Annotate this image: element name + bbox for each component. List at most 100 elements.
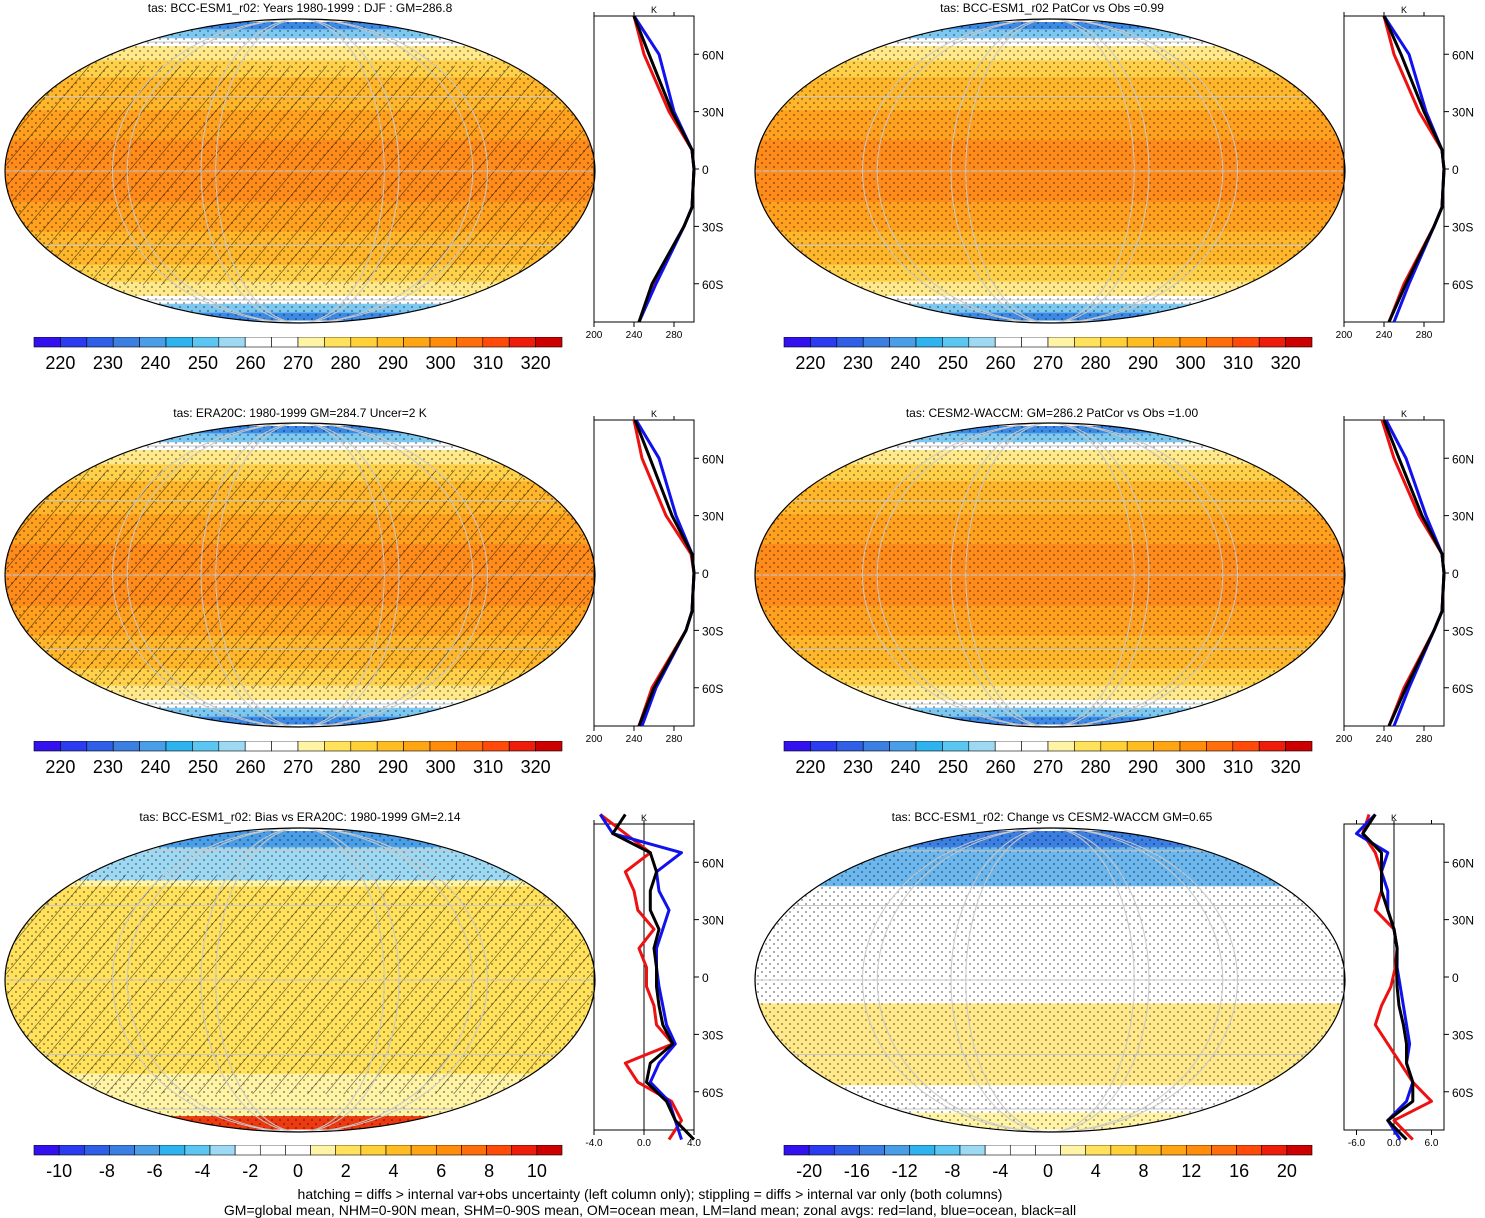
colorbar-swatch [324, 741, 352, 752]
colorbar-label: 280 [1080, 757, 1110, 777]
colorbar-swatch [836, 337, 864, 348]
colorbar-swatch [994, 337, 1022, 348]
panel-title-6: tas: BCC-ESM1_r02: Change vs CESM2-WACCM… [891, 810, 1213, 824]
colorbar-swatch [1236, 1145, 1263, 1156]
colorbar-label: 10 [527, 1161, 547, 1181]
colorbar-swatch [968, 337, 996, 348]
colorbar-label: -4 [992, 1161, 1008, 1181]
colorbar-swatch [335, 1145, 362, 1156]
colorbar-swatch [836, 741, 864, 752]
colorbar-swatch [456, 741, 484, 752]
colorbar-swatch [1100, 337, 1128, 348]
profile-ytick: 0 [702, 567, 709, 581]
profile-line-ocean [632, 15, 696, 323]
colorbar-swatch [968, 741, 996, 752]
footer-caption-line1: hatching = diffs > internal var+obs unce… [297, 1186, 1003, 1202]
profile-xtick: 200 [586, 330, 603, 341]
colorbar-swatch [1009, 1145, 1036, 1156]
profile-ytick: 30N [702, 914, 724, 928]
colorbar-label: 0 [1043, 1161, 1053, 1181]
colorbar-swatch [60, 337, 88, 348]
profile-xtick: 200 [1336, 330, 1353, 341]
colorbar-3: 220 230 240 250 260 270 280 290 300 310 320 [33, 741, 563, 777]
colorbar-swatch [1047, 337, 1075, 348]
colorbar-label: 4 [389, 1161, 399, 1181]
map-panel-2 [754, 18, 1346, 324]
profile-line-land [632, 419, 696, 727]
profile-ytick: 30N [1452, 914, 1474, 928]
profile-ytick: 30S [1452, 1028, 1473, 1042]
colorbar-label: 310 [473, 353, 503, 373]
colorbar-label: 300 [426, 757, 456, 777]
colorbar-label: 310 [1223, 353, 1253, 373]
colorbar-swatch [915, 337, 943, 348]
map-panel-5 [4, 827, 596, 1133]
profile-xtick: 280 [1416, 734, 1433, 745]
colorbar-label: 300 [1176, 353, 1206, 373]
colorbar-label: -8 [944, 1161, 960, 1181]
colorbar-swatch [1021, 741, 1049, 752]
colorbar-label: 260 [235, 353, 265, 373]
profile-ytick: 30N [1452, 106, 1474, 120]
colorbar-label: 230 [843, 757, 873, 777]
colorbar-swatch [486, 1145, 513, 1156]
colorbar-label: 290 [378, 353, 408, 373]
colorbar-label: 260 [235, 757, 265, 777]
colorbar-label: 250 [188, 353, 218, 373]
map-panel-1 [4, 18, 596, 324]
profile-xtick: 0.0 [637, 1138, 651, 1149]
profile-line-ocean [599, 813, 683, 1141]
colorbar-label: 220 [795, 353, 825, 373]
colorbar-swatch [33, 337, 61, 348]
colorbar-label: -2 [242, 1161, 258, 1181]
panel-title-5: tas: BCC-ESM1_r02: Bias vs ERA20C: 1980-… [139, 810, 461, 824]
colorbar-swatch [862, 337, 890, 348]
colorbar-label: 0 [293, 1161, 303, 1181]
profile-ytick: 30S [702, 624, 723, 638]
colorbar-label: 320 [1271, 757, 1301, 777]
colorbar-swatch [184, 1145, 211, 1156]
colorbar-swatch [461, 1145, 487, 1156]
profile-ytick: 60S [1452, 682, 1473, 696]
profile-ytick: 0 [1452, 971, 1459, 985]
colorbar-swatch [1185, 1145, 1212, 1156]
colorbar-label: 320 [1271, 353, 1301, 373]
colorbar-swatch [429, 337, 457, 348]
colorbar-swatch [1110, 1145, 1137, 1156]
profile-xtick: 280 [666, 734, 683, 745]
colorbar-label: 16 [1229, 1161, 1249, 1181]
colorbar-swatch [429, 741, 457, 752]
colorbar-label: 290 [378, 757, 408, 777]
colorbar-label: 270 [1033, 353, 1063, 373]
colorbar-label: -4 [194, 1161, 210, 1181]
colorbar-swatch [1021, 337, 1049, 348]
profile-ytick: 60S [1452, 278, 1473, 292]
colorbar-swatch [244, 741, 272, 752]
profile-ytick: 60N [1452, 48, 1474, 62]
colorbar-swatch [482, 337, 510, 348]
zonal-profile-4: 200 240 280 60N 30N 0 30S 60S K [1336, 409, 1474, 745]
colorbar-label: 8 [1139, 1161, 1149, 1181]
profile-line-ocean [1382, 15, 1446, 323]
colorbar-label: 280 [330, 353, 360, 373]
profile-line-all [632, 15, 696, 323]
profile-xtick: 280 [666, 330, 683, 341]
colorbar-swatch [535, 741, 563, 752]
colorbar-label: -8 [99, 1161, 115, 1181]
colorbar-swatch [810, 337, 838, 348]
zonal-profile-6: -6.0 0.0 6.0 60N 30N 0 30S 60S K [1343, 813, 1474, 1149]
colorbar-swatch [456, 337, 484, 348]
profile-xtick: 4.0 [687, 1138, 701, 1149]
colorbar-swatch [86, 741, 114, 752]
colorbar-swatch [1160, 1145, 1187, 1156]
map-panel-3 [4, 422, 596, 728]
colorbar-swatch [139, 741, 167, 752]
colorbar-label: -20 [796, 1161, 822, 1181]
colorbar-swatch [58, 1145, 85, 1156]
colorbar-label: 250 [938, 757, 968, 777]
colorbar-swatch [376, 337, 404, 348]
colorbar-label: 240 [890, 757, 920, 777]
colorbar-label: 310 [1223, 757, 1253, 777]
colorbar-label: 240 [890, 353, 920, 373]
profile-unit: K [641, 813, 647, 823]
